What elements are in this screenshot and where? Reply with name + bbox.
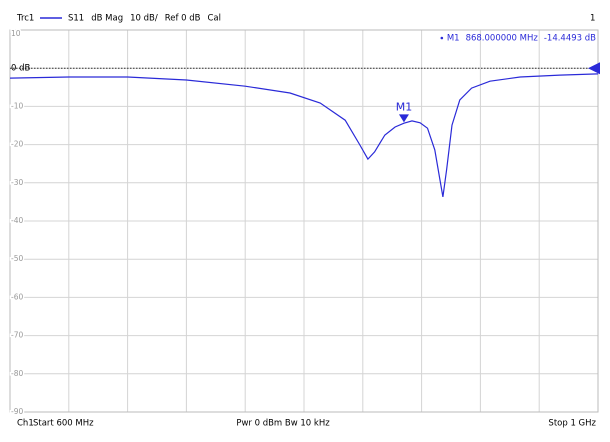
reference-arrow [588, 62, 600, 75]
window-number: 1 [590, 14, 595, 24]
start-frequency: Start 600 MHz [33, 419, 94, 429]
header-field: Cal [208, 14, 222, 24]
y-tick-label: -30 [11, 178, 23, 187]
stop-frequency: Stop 1 GHz [548, 419, 596, 429]
y-tick-label: -60 [11, 292, 23, 301]
marker-readout-y: -14.4493 dB [544, 34, 596, 44]
marker-bullet [440, 36, 444, 40]
trace-name: Trc1 [16, 14, 34, 24]
channel: Ch1 [17, 419, 34, 429]
marker-label: M1 [396, 100, 413, 113]
legend-label: S11 [68, 14, 84, 24]
marker-readout-x: 868.000000 MHz [466, 34, 539, 44]
plot-frame [9, 29, 599, 413]
header-field: dB Mag [91, 14, 123, 24]
y-tick-label: -80 [11, 369, 23, 378]
y-tick-label: 0 dB [11, 64, 31, 74]
channel-settings: Pwr 0 dBm Bw 10 kHz [236, 419, 330, 429]
header-field: Ref 0 dB [165, 14, 201, 24]
y-tick-label: -70 [11, 331, 23, 340]
y-tick-label: -90 [11, 407, 23, 416]
y-tick-label: 10 [11, 29, 21, 38]
y-tick-label: -20 [11, 140, 23, 149]
y-tick-label: -40 [11, 216, 23, 225]
marker [398, 114, 409, 123]
y-tick-label: -10 [11, 101, 23, 110]
trace [9, 73, 599, 198]
header-field: 10 dB/ [130, 14, 158, 24]
marker-readout-name: M1 [447, 34, 460, 44]
y-tick-label: -50 [11, 254, 23, 263]
